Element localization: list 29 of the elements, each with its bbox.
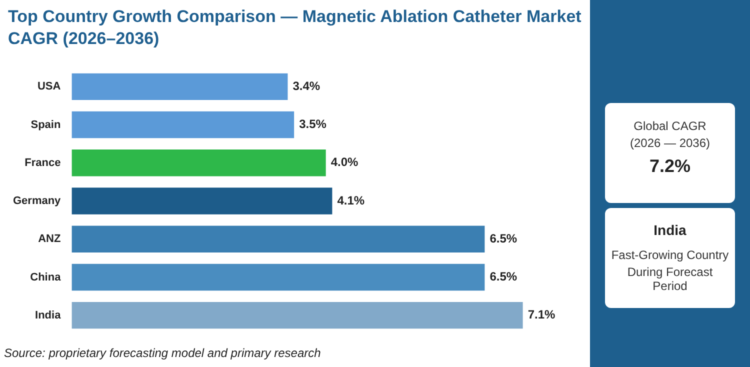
y-tick-label: ANZ: [38, 233, 61, 246]
bar: [72, 188, 332, 214]
bar: [72, 226, 485, 252]
bar: [72, 150, 326, 176]
text: India: [652, 222, 688, 238]
data-label: 4.0%: [330, 155, 359, 170]
y-tick-label: India: [35, 309, 62, 322]
data-label: 4.1%: [337, 193, 365, 208]
bar: [72, 73, 288, 100]
chart-title: Top Country Growth Comparison — Magnetic Ablation Catheter Market CAGR (2026–2036): [8, 6, 582, 50]
text: During Forecast Period: [626, 265, 714, 293]
data-label: 7.1%: [528, 308, 556, 322]
data-label: 3.4%: [292, 78, 320, 93]
y-tick-label: France: [24, 156, 61, 169]
data-label: 3.5%: [299, 117, 327, 132]
bar: [72, 302, 523, 329]
source-note: Source: proprietary forecasting model and primary research: [4, 346, 321, 360]
data-label: 6.5%: [490, 270, 518, 284]
y-tick-label: USA: [37, 80, 61, 93]
bar: [72, 264, 485, 291]
data-label: 6.5%: [490, 231, 518, 246]
y-tick-label: Spain: [30, 118, 61, 131]
y-tick-label: China: [30, 271, 62, 284]
text: Fast-Growing Country: [610, 248, 730, 262]
bar: [72, 111, 294, 138]
text: (2026 — 2036): [628, 136, 712, 150]
text: 7.2%: [648, 156, 692, 177]
y-tick-label: Germany: [12, 195, 62, 208]
text: Global CAGR: [632, 119, 708, 133]
